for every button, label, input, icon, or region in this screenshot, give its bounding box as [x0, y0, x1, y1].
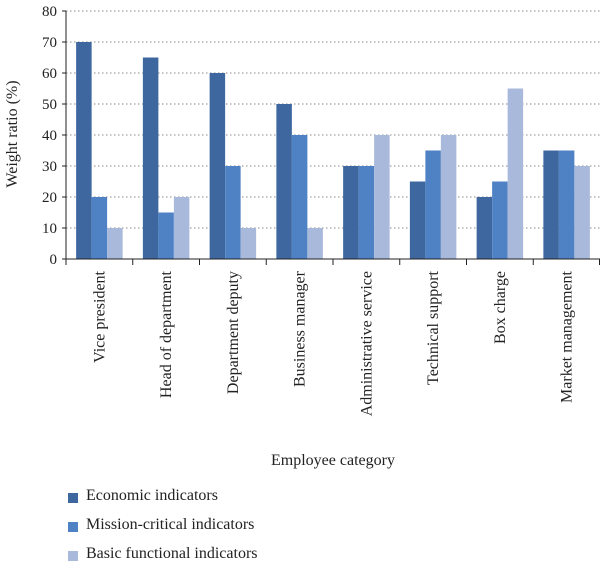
- bar-mission-critical-indicators-head-of-department: [158, 212, 174, 259]
- legend-label-mission-critical: Mission-critical indicators: [86, 516, 255, 533]
- bar-economic-indicators-vice-president: [76, 42, 92, 259]
- bar-mission-critical-indicators-vice-president: [91, 197, 108, 259]
- x-tick-label-department-deputy: Department deputy: [225, 271, 242, 394]
- y-tick-label-10: 10: [42, 221, 57, 237]
- y-axis-label: Weight ratio (%): [4, 80, 21, 187]
- x-tick-label-vice-president: Vice president: [91, 270, 108, 362]
- bar-mission-critical-indicators-administrative-service: [358, 166, 375, 259]
- axes: 0 10 20 30 40 50 60 70 80 Vice president Head of d…: [42, 4, 600, 416]
- y-tick-label-80: 80: [42, 4, 57, 20]
- y-tick-label-70: 70: [42, 35, 57, 51]
- x-tick-label-head-of-department: Head of department: [158, 270, 175, 398]
- y-tick-label-50: 50: [42, 97, 57, 113]
- y-tick-label-0: 0: [50, 252, 58, 268]
- legend-swatch-mission-critical: [68, 522, 78, 532]
- x-tick-label-box-charge: Box charge: [492, 271, 509, 344]
- bar-basic-functional-indicators-business-manager: [307, 228, 323, 259]
- bar-economic-indicators-market-management: [543, 150, 559, 259]
- x-tick-label-administrative-service: Administrative service: [358, 271, 375, 416]
- bar-basic-functional-indicators-department-deputy: [240, 228, 257, 259]
- bar-economic-indicators-department-deputy: [209, 73, 226, 259]
- x-tick-label-technical-support: Technical support: [425, 270, 442, 385]
- x-tick-label-market-management: Market management: [559, 270, 576, 403]
- legend-label-economic: Economic indicators: [86, 487, 218, 504]
- legend-label-basic-functional: Basic functional indicators: [86, 545, 258, 562]
- bar-basic-functional-indicators-market-management: [574, 166, 590, 259]
- x-axis-label: Employee category: [271, 452, 395, 469]
- bar-economic-indicators-head-of-department: [142, 57, 159, 259]
- bars: [76, 42, 590, 259]
- bar-mission-critical-indicators-business-manager: [291, 135, 308, 259]
- bar-economic-indicators-box-charge: [476, 197, 493, 259]
- y-tick-label-60: 60: [42, 66, 57, 82]
- y-tick-label-20: 20: [42, 190, 57, 206]
- x-tick-label-business-manager: Business manager: [292, 270, 309, 387]
- bar-mission-critical-indicators-technical-support: [425, 150, 441, 259]
- bar-economic-indicators-business-manager: [276, 104, 292, 259]
- bar-economic-indicators-administrative-service: [343, 166, 359, 259]
- bar-chart: 0 10 20 30 40 50 60 70 80 Vice president Head of d…: [4, 4, 600, 469]
- legend-swatch-basic-functional: [68, 551, 78, 561]
- bar-basic-functional-indicators-technical-support: [440, 135, 457, 259]
- y-tick-label-40: 40: [42, 128, 57, 144]
- legend-swatch-economic: [68, 493, 78, 503]
- bar-mission-critical-indicators-box-charge: [492, 181, 508, 259]
- bar-economic-indicators-technical-support: [409, 181, 426, 259]
- bar-mission-critical-indicators-department-deputy: [225, 166, 241, 259]
- bar-basic-functional-indicators-administrative-service: [374, 135, 390, 259]
- bar-basic-functional-indicators-box-charge: [507, 88, 524, 259]
- bar-basic-functional-indicators-vice-president: [107, 228, 123, 259]
- bar-basic-functional-indicators-head-of-department: [173, 197, 190, 259]
- bar-mission-critical-indicators-market-management: [558, 150, 575, 259]
- y-tick-label-30: 30: [42, 159, 57, 175]
